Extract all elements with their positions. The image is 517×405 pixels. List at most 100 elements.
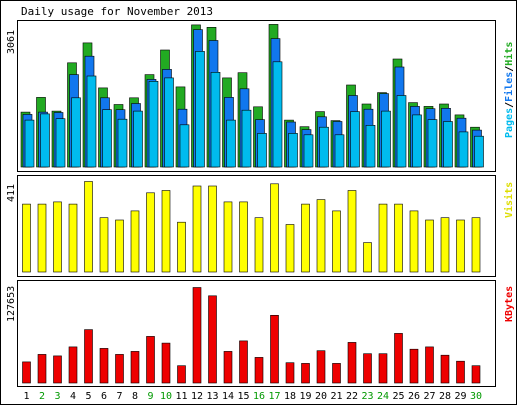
day-label-3: 3 [54, 391, 60, 402]
kbytes-bar-day-26 [409, 348, 419, 384]
legend-hits: Hits [503, 42, 515, 66]
day-label-27: 27 [423, 391, 435, 402]
visits-bar-day-14 [223, 201, 233, 273]
day-label-6: 6 [101, 391, 107, 402]
pages-bar-day-23 [365, 125, 376, 168]
kbytes-bar-day-7 [115, 354, 124, 384]
day-label-16: 16 [253, 391, 265, 402]
kbytes-bar-day-13 [208, 295, 217, 384]
kbytes-bar-day-17 [270, 314, 279, 384]
legend-kbytes: KBytes [504, 286, 515, 322]
pages-bar-day-12 [195, 51, 205, 168]
ymax-label-kbytes: 127653 [6, 286, 17, 322]
kbytes-bar-day-21 [332, 363, 341, 384]
visits-bar-day-12 [192, 185, 202, 273]
pages-bar-day-6 [102, 109, 112, 168]
legend-sep-2: / [504, 66, 515, 72]
kbytes-bar-day-4 [68, 346, 78, 384]
kbytes-bar-day-20 [316, 350, 326, 384]
ymax-label-visits: 411 [6, 184, 17, 202]
pages-bar-day-27 [427, 119, 438, 168]
visits-bar-day-20 [316, 199, 326, 273]
hits-panel-bars [20, 24, 484, 168]
day-label-1: 1 [23, 391, 29, 402]
day-label-11: 11 [175, 391, 187, 402]
ymax-label-hits: 3061 [6, 30, 17, 54]
day-label-26: 26 [408, 391, 420, 402]
visits-bar-day-7 [115, 219, 124, 273]
day-label-29: 29 [454, 391, 466, 402]
kbytes-bar-day-1 [22, 361, 31, 384]
pages-bar-day-1 [24, 119, 35, 168]
day-label-9: 9 [147, 391, 153, 402]
visits-panel-bars [22, 181, 481, 273]
day-label-2: 2 [39, 391, 45, 402]
pages-bar-day-25 [396, 95, 407, 168]
day-label-13: 13 [206, 391, 218, 402]
kbytes-bar-day-6 [99, 348, 109, 384]
kbytes-bar-day-8 [130, 351, 140, 384]
visits-bar-day-16 [254, 217, 264, 273]
day-label-25: 25 [392, 391, 404, 402]
kbytes-bar-day-29 [456, 360, 465, 384]
kbytes-bar-day-11 [177, 365, 186, 384]
kbytes-bar-day-28 [440, 354, 450, 384]
kbytes-bar-day-24 [378, 353, 388, 384]
legend-pages: Pages [504, 108, 515, 138]
chart-title: Daily usage for November 2013 [21, 5, 213, 18]
pages-bar-day-19 [303, 134, 314, 168]
visits-bar-day-8 [130, 210, 140, 273]
pages-bar-day-15 [241, 109, 252, 168]
visits-bar-day-9 [146, 192, 155, 273]
pages-bar-day-4 [71, 97, 81, 168]
kbytes-bar-day-15 [239, 340, 248, 384]
pages-bar-day-18 [288, 133, 298, 168]
visits-bar-day-28 [440, 217, 450, 273]
visits-bar-day-18 [285, 224, 295, 273]
visits-bar-day-23 [363, 242, 372, 273]
kbytes-panel-bars [22, 287, 481, 384]
kbytes-bar-day-5 [84, 329, 93, 384]
visits-bar-day-24 [378, 203, 388, 273]
day-label-19: 19 [299, 391, 311, 402]
day-label-15: 15 [237, 391, 249, 402]
kbytes-bar-day-10 [161, 342, 171, 384]
pages-bar-day-24 [381, 110, 391, 168]
visits-bar-day-5 [84, 181, 93, 273]
visits-bar-day-22 [347, 190, 357, 273]
day-label-24: 24 [377, 391, 389, 402]
visits-bar-day-19 [301, 203, 310, 273]
kbytes-bar-day-3 [53, 355, 62, 384]
legend-sep-1: / [504, 102, 515, 108]
kbytes-bar-day-19 [301, 363, 310, 384]
kbytes-bar-day-30 [471, 365, 481, 384]
pages-bar-day-26 [412, 114, 422, 168]
x-axis-day-labels: 1 2 3 4 5 6 7 8 9 10 11 12 13 14 15 16 17 18 19 20 21 22 23 24 2… [23, 391, 482, 402]
pages-bar-day-28 [443, 121, 453, 168]
legend-files: Files [503, 72, 515, 102]
day-label-7: 7 [116, 391, 122, 402]
visits-bar-day-13 [208, 185, 217, 273]
kbytes-bar-day-22 [347, 342, 357, 384]
pages-bar-day-30 [474, 135, 484, 168]
pages-bar-day-21 [334, 134, 345, 168]
visits-bar-day-29 [456, 219, 465, 273]
kbytes-bar-day-2 [37, 354, 47, 384]
pages-bar-day-16 [257, 133, 267, 168]
pages-bar-day-20 [319, 126, 329, 168]
visits-bar-day-17 [270, 183, 279, 273]
pages-bar-day-11 [179, 124, 190, 168]
day-label-22: 22 [346, 391, 358, 402]
kbytes-bar-day-18 [285, 362, 295, 384]
pages-bar-day-8 [133, 110, 143, 168]
pages-bar-day-17 [272, 61, 283, 168]
legend-visits: Visits [503, 182, 515, 218]
visits-bar-day-25 [394, 203, 403, 273]
kbytes-bar-day-14 [223, 351, 233, 384]
pages-bar-day-7 [117, 118, 128, 168]
visits-bar-day-11 [177, 221, 186, 273]
day-label-21: 21 [330, 391, 342, 402]
pages-bar-day-5 [86, 75, 97, 168]
day-label-30: 30 [470, 391, 482, 402]
